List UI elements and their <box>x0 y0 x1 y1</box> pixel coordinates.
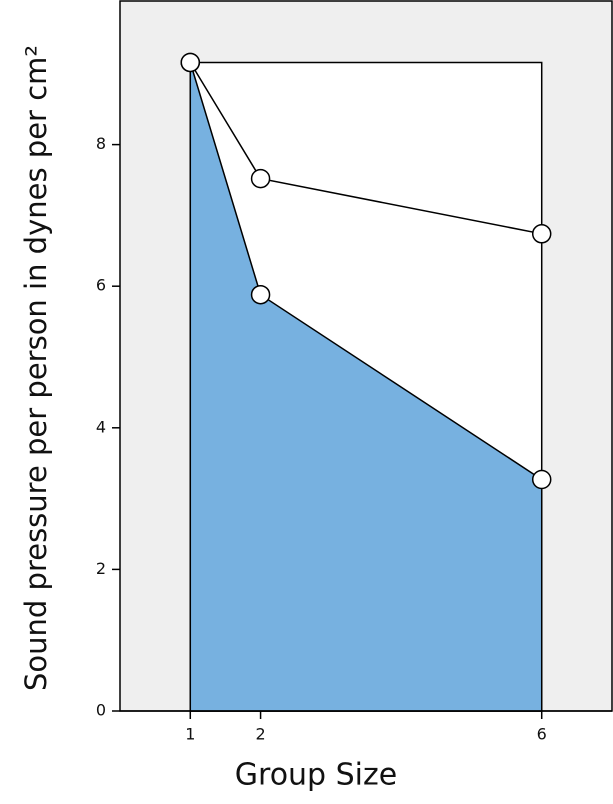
x-tick-label: 6 <box>537 725 547 744</box>
point <box>180 52 201 73</box>
y-tick-label: 8 <box>96 134 106 153</box>
x-tick-label: 2 <box>255 725 265 744</box>
point <box>531 469 552 490</box>
x-tick-label: 1 <box>185 725 195 744</box>
point <box>531 224 552 244</box>
point <box>250 284 271 305</box>
y-tick-label: 0 <box>96 701 106 720</box>
y-tick-label: 2 <box>96 559 106 578</box>
y-axis-label: Sound pressure per person in dynes per c… <box>19 45 53 691</box>
y-tick-label: 4 <box>96 417 106 436</box>
x-axis-label: Group Size <box>235 758 397 793</box>
point <box>250 168 271 189</box>
y-tick-label: 6 <box>96 276 106 295</box>
